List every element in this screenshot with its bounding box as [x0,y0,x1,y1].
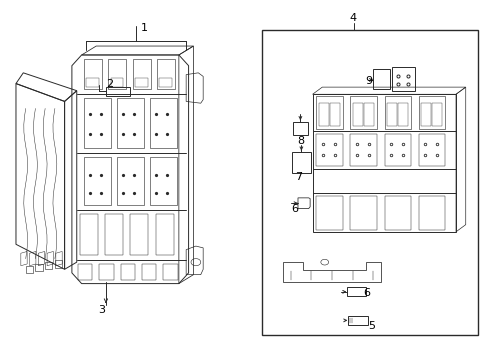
Text: 6: 6 [363,288,370,298]
Text: 8: 8 [296,136,304,146]
Text: 2: 2 [106,78,113,89]
Text: 7: 7 [295,172,302,182]
Text: 4: 4 [348,13,355,23]
Text: 9: 9 [365,76,371,86]
Text: 1: 1 [141,23,148,33]
Text: 3: 3 [99,305,105,315]
Bar [261,30,477,336]
Text: 6: 6 [290,204,298,214]
Text: 5: 5 [368,321,375,331]
